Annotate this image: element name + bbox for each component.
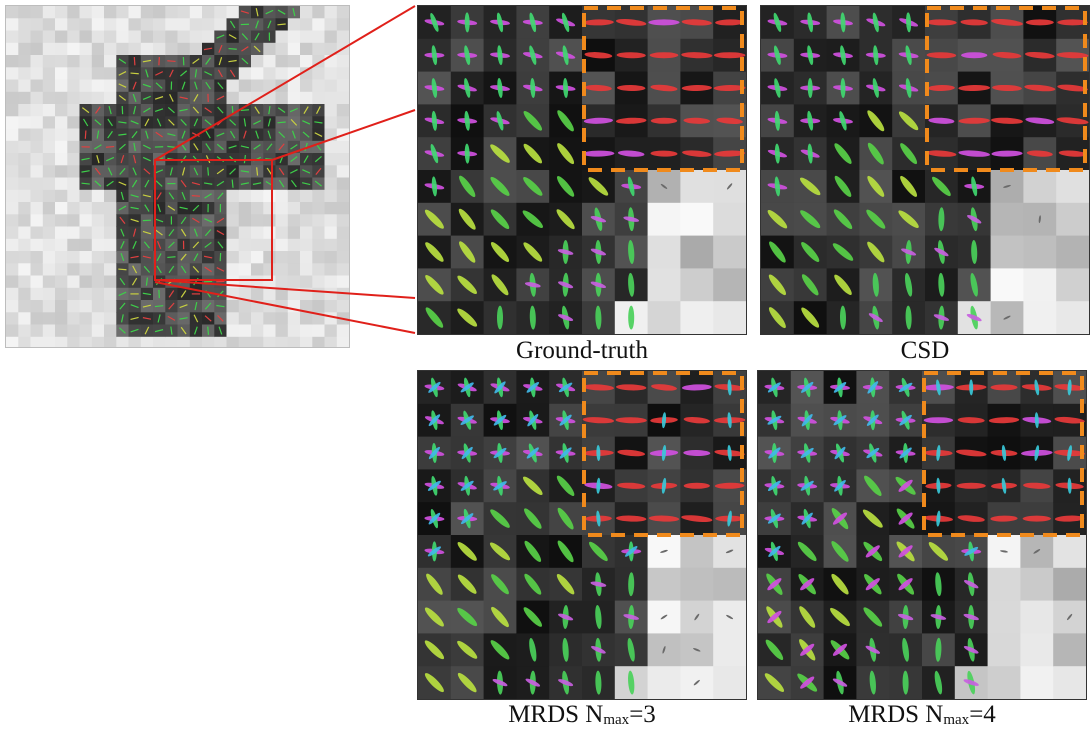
caption-mrds3-main: MRDS N [508,701,603,728]
fod-grid-ground-truth [418,6,746,334]
panel-ground-truth [417,5,747,335]
caption-mrds-nmax-3: MRDS Nmax=3 [417,701,747,734]
fod-grid-mrds-nmax-3 [418,371,746,699]
caption-csd-text: CSD [901,337,950,364]
fod-grid-csd [761,6,1089,334]
zoom-region-box [155,160,272,280]
caption-ground-truth: Ground-truth [417,337,747,365]
caption-ground-truth-text: Ground-truth [516,337,648,364]
panel-mrds-nmax-4 [757,370,1087,700]
caption-mrds4-tail: =4 [969,701,996,728]
caption-mrds-nmax-4: MRDS Nmax=4 [757,701,1087,734]
connector-line-2 [272,110,415,160]
caption-mrds4-main: MRDS N [848,701,943,728]
panel-mrds-nmax-3 [417,370,747,700]
caption-mrds3-sub: max [603,712,629,728]
caption-mrds3-tail: =3 [629,701,656,728]
caption-csd: CSD [760,337,1090,365]
panel-csd [760,5,1090,335]
caption-mrds4-sub: max [943,712,969,728]
fod-grid-mrds-nmax-4 [758,371,1086,699]
connector-line-1 [155,6,415,160]
